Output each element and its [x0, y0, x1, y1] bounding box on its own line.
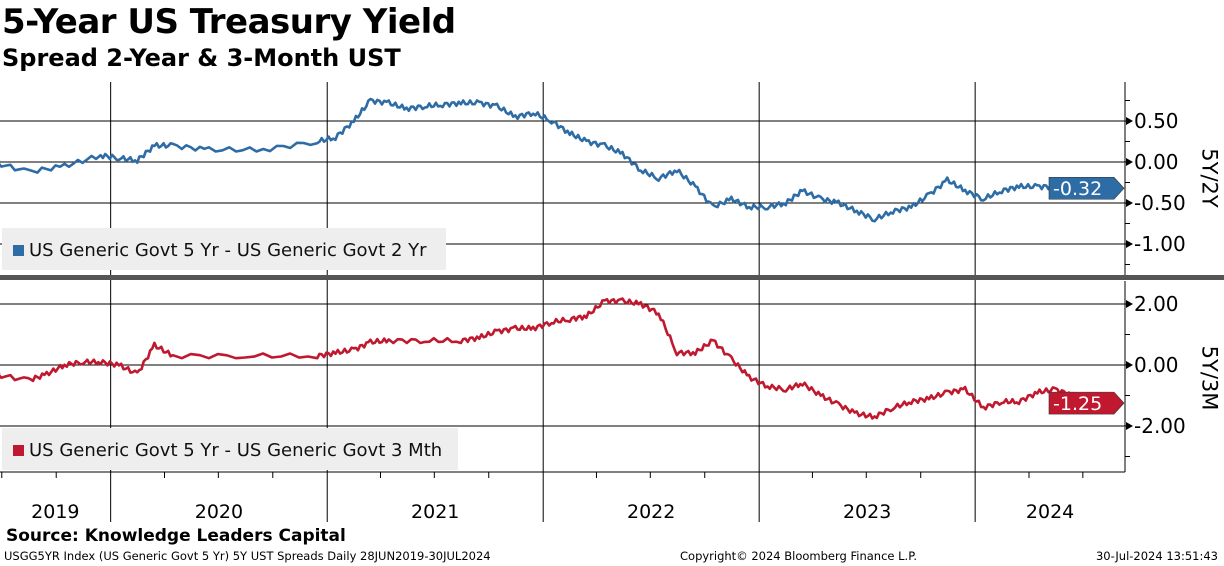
source-note: Source: Knowledge Leaders Capital [6, 526, 346, 546]
series-line-5Y/2Y [0, 97, 1093, 223]
x-tick-label: 2023 [843, 501, 891, 523]
last-value-tag [1048, 391, 1125, 415]
last-value-tag [1048, 176, 1125, 200]
y-axis-title: 5Y/2Y [1198, 148, 1222, 208]
series-line-5Y/3M [0, 297, 1092, 420]
last-value-label: -1.25 [1053, 393, 1102, 415]
footer-copyright: Copyright© 2024 Bloomberg Finance L.P. [680, 549, 917, 563]
x-tick-label: 2022 [627, 501, 675, 523]
y-tick-label: 0.00 [1134, 150, 1179, 174]
y-tick-label: 2.00 [1134, 292, 1179, 316]
legend-swatch [13, 245, 24, 256]
legend-label: US Generic Govt 5 Yr - US Generic Govt 2… [29, 240, 427, 261]
y-tick-label: -1.00 [1134, 232, 1186, 256]
y-tick-label: 0.00 [1134, 353, 1179, 377]
last-value-label: -0.32 [1053, 178, 1102, 200]
legend-swatch [13, 445, 24, 456]
panel-divider [0, 275, 1224, 280]
y-tick-label: -0.50 [1134, 191, 1186, 215]
legend-box [2, 228, 446, 270]
x-tick-label: 2019 [31, 501, 79, 523]
legend-label: US Generic Govt 5 Yr - US Generic Govt 3… [29, 440, 442, 461]
chart-subtitle: Spread 2-Year & 3-Month UST [2, 44, 401, 72]
x-tick-label: 2021 [411, 501, 459, 523]
x-tick-label: 2024 [1026, 501, 1074, 523]
y-tick-label: 0.50 [1134, 109, 1179, 133]
x-tick-label: 2020 [195, 501, 243, 523]
y-axis-title: 5Y/3M [1198, 346, 1222, 411]
footer-left: USGG5YR Index (US Generic Govt 5 Yr) 5Y … [4, 549, 491, 563]
legend-box [2, 428, 458, 470]
footer-timestamp: 30-Jul-2024 13:51:43 [1095, 549, 1218, 563]
chart-title: 5-Year US Treasury Yield [2, 2, 456, 42]
y-tick-label: -2.00 [1134, 414, 1186, 438]
